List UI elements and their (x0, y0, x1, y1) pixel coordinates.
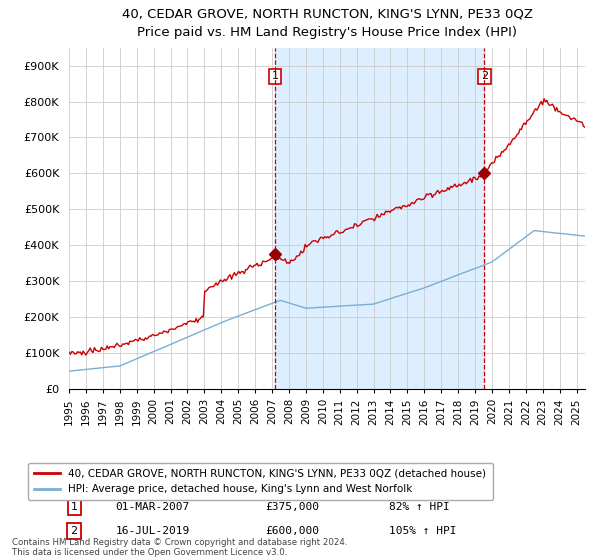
Text: Contains HM Land Registry data © Crown copyright and database right 2024.
This d: Contains HM Land Registry data © Crown c… (12, 538, 347, 557)
Legend: 40, CEDAR GROVE, NORTH RUNCTON, KING'S LYNN, PE33 0QZ (detached house), HPI: Ave: 40, CEDAR GROVE, NORTH RUNCTON, KING'S L… (28, 463, 493, 501)
Text: £375,000: £375,000 (265, 502, 319, 512)
Text: £600,000: £600,000 (265, 526, 319, 536)
Text: 1: 1 (71, 502, 77, 512)
Bar (275, 48, 484, 389)
Text: 82% ↑ HPI: 82% ↑ HPI (389, 502, 449, 512)
Text: 16-JUL-2019: 16-JUL-2019 (115, 526, 190, 536)
Text: 1: 1 (271, 71, 278, 81)
Title: 40, CEDAR GROVE, NORTH RUNCTON, KING'S LYNN, PE33 0QZ
Price paid vs. HM Land Reg: 40, CEDAR GROVE, NORTH RUNCTON, KING'S L… (121, 7, 533, 40)
Text: 2: 2 (71, 526, 78, 536)
Text: 2: 2 (481, 71, 488, 81)
Text: 105% ↑ HPI: 105% ↑ HPI (389, 526, 457, 536)
Text: 01-MAR-2007: 01-MAR-2007 (115, 502, 190, 512)
